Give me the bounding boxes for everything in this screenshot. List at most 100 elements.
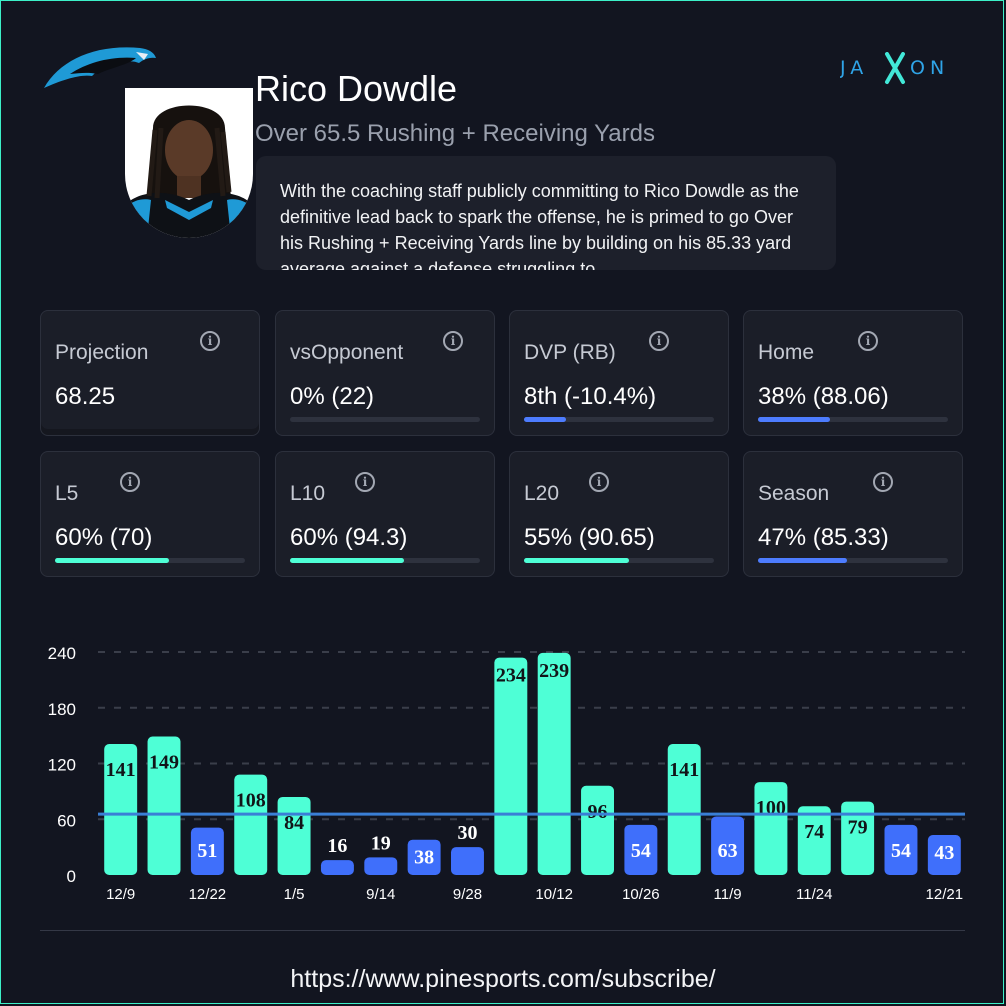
stat-label: L20 xyxy=(524,482,560,505)
footer-divider xyxy=(40,930,965,931)
stat-value: 8th (-10.4%) xyxy=(524,383,657,410)
stat-label: L10 xyxy=(290,482,326,505)
bar[interactable] xyxy=(537,652,571,875)
bar-value-label: 19 xyxy=(371,832,391,854)
subscribe-url[interactable]: https://www.pinesports.com/subscribe/ xyxy=(290,965,716,993)
bar-value-label: 108 xyxy=(236,790,266,812)
y-tick-label: 120 xyxy=(48,756,76,775)
stat-label: DVP (RB) xyxy=(524,341,616,364)
info-icon[interactable]: i xyxy=(443,331,463,351)
brand-text-left: JA xyxy=(840,57,868,79)
bar[interactable] xyxy=(277,796,311,875)
y-tick-label: 0 xyxy=(67,867,76,886)
prop-line: Over 65.5 Rushing + Receiving Yards xyxy=(255,120,655,147)
bar[interactable] xyxy=(927,835,961,875)
bar[interactable] xyxy=(884,824,918,875)
x-tick-label: 9/14 xyxy=(366,886,395,903)
stat-card-vsopponent: vsOpponent i 0% (22) xyxy=(275,310,495,436)
info-icon[interactable]: i xyxy=(873,472,893,492)
stat-progress-track xyxy=(758,558,948,563)
stat-label: vsOpponent xyxy=(290,341,404,364)
stat-progress-fill xyxy=(55,558,169,563)
x-tick-label: 12/9 xyxy=(106,886,135,903)
x-tick-label: 11/9 xyxy=(714,886,742,903)
bar[interactable] xyxy=(754,782,788,875)
stat-card-dvp-rb: DVP (RB) i 8th (-10.4%) xyxy=(509,310,729,436)
stat-progress-track xyxy=(290,417,480,422)
y-tick-label: 60 xyxy=(57,811,76,830)
stat-value: 60% (94.3) xyxy=(290,524,408,551)
stat-label: Projection xyxy=(55,341,149,364)
info-icon[interactable]: i xyxy=(858,331,878,351)
stat-progress-track xyxy=(758,417,948,422)
bar-value-label: 141 xyxy=(669,759,699,781)
player-avatar-group xyxy=(40,38,253,238)
bar[interactable] xyxy=(711,816,745,875)
bar[interactable] xyxy=(190,827,224,875)
x-tick-label: 12/21 xyxy=(926,886,964,903)
bar-value-label: 239 xyxy=(539,660,569,682)
bar[interactable] xyxy=(451,847,484,875)
y-tick-label: 180 xyxy=(48,700,76,719)
bar[interactable] xyxy=(407,839,441,875)
bar[interactable] xyxy=(667,743,701,875)
stat-progress-fill xyxy=(524,558,629,563)
x-tick-label: 9/28 xyxy=(453,886,482,903)
x-tick-label: 10/26 xyxy=(622,886,660,903)
stat-progress-fill xyxy=(524,417,566,422)
info-icon[interactable]: i xyxy=(649,331,669,351)
bar[interactable] xyxy=(104,743,138,875)
info-icon[interactable]: i xyxy=(200,331,220,351)
bar[interactable] xyxy=(234,774,268,875)
bar[interactable] xyxy=(797,806,831,875)
bar-value-label: 141 xyxy=(106,759,136,781)
bar[interactable] xyxy=(624,824,658,875)
stat-label: L5 xyxy=(55,482,79,505)
bar-value-label: 74 xyxy=(804,821,824,843)
x-tick-label: 11/24 xyxy=(796,886,832,903)
bar-value-label: 79 xyxy=(848,817,868,839)
team-logo-icon xyxy=(44,47,156,88)
bar-value-label: 149 xyxy=(149,752,179,774)
bar-value-label: 16 xyxy=(327,835,347,857)
info-icon[interactable]: i xyxy=(589,472,609,492)
bar[interactable] xyxy=(364,857,398,875)
analysis-blurb[interactable]: With the coaching staff publicly committ… xyxy=(256,156,836,270)
stat-progress-fill xyxy=(290,558,404,563)
stat-label: Home xyxy=(758,341,815,364)
bar[interactable] xyxy=(841,801,875,875)
bar[interactable] xyxy=(320,860,354,875)
jaxon-logo: JA ON xyxy=(840,52,944,84)
stat-card-projection: Projection i 68.25 xyxy=(40,310,260,436)
stat-progress-track xyxy=(524,417,714,422)
bar-value-label: 96 xyxy=(588,801,608,823)
bar-value-label: 54 xyxy=(631,840,651,862)
stat-progress-fill xyxy=(758,558,848,563)
bar[interactable] xyxy=(147,736,181,875)
x-tick-label: 1/5 xyxy=(284,886,305,903)
x-tick-label: 12/22 xyxy=(189,886,227,903)
bar-value-label: 54 xyxy=(891,840,911,862)
bar-value-label: 100 xyxy=(756,797,786,819)
bar-value-label: 63 xyxy=(718,840,738,862)
y-tick-label: 240 xyxy=(48,644,76,663)
bar[interactable] xyxy=(494,657,528,875)
info-icon[interactable]: i xyxy=(355,472,375,492)
stat-value: 55% (90.65) xyxy=(524,524,655,551)
analysis-text: With the coaching staff publicly committ… xyxy=(280,181,799,270)
info-icon[interactable]: i xyxy=(120,472,140,492)
stat-value: 47% (85.33) xyxy=(758,524,889,551)
stat-label: Season xyxy=(758,482,830,505)
player-name: Rico Dowdle xyxy=(255,68,458,109)
stat-card-l20: L20 i 55% (90.65) xyxy=(509,451,729,577)
stat-value: 38% (88.06) xyxy=(758,383,889,410)
stat-value: 60% (70) xyxy=(55,524,153,551)
bar-value-label: 43 xyxy=(934,842,954,864)
stat-value: 68.25 xyxy=(55,383,116,410)
bar-value-label: 234 xyxy=(496,665,526,687)
bar-value-label: 51 xyxy=(197,840,217,862)
bar[interactable] xyxy=(581,785,614,875)
bar-value-label: 84 xyxy=(284,812,304,834)
stat-progress-track xyxy=(55,558,245,563)
stat-progress-track xyxy=(524,558,714,563)
